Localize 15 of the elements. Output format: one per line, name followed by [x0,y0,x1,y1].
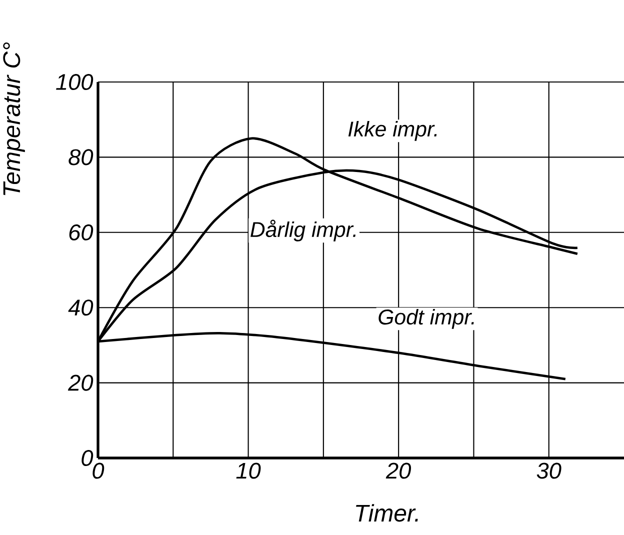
y-tick-label: 60 [69,224,94,240]
x-tick-label: 30 [536,462,562,479]
series-label: Godt impr. [378,308,474,329]
x-tick-label: 0 [92,462,104,479]
x-axis-title: Timer. [356,504,418,522]
y-tick-label: 100 [56,74,94,90]
y-axis-title: Temperatur C° [3,42,25,196]
y-tick-label: 20 [68,374,94,391]
series-label: Dårlig impr. [250,220,356,242]
y-tick-label: 0 [82,450,94,466]
y-tick-label: 80 [68,149,94,166]
series-label: Ikke impr. [348,120,437,141]
x-tick-label: 10 [236,462,261,479]
y-tick-label: 40 [68,300,94,316]
x-tick-label: 20 [386,462,411,479]
